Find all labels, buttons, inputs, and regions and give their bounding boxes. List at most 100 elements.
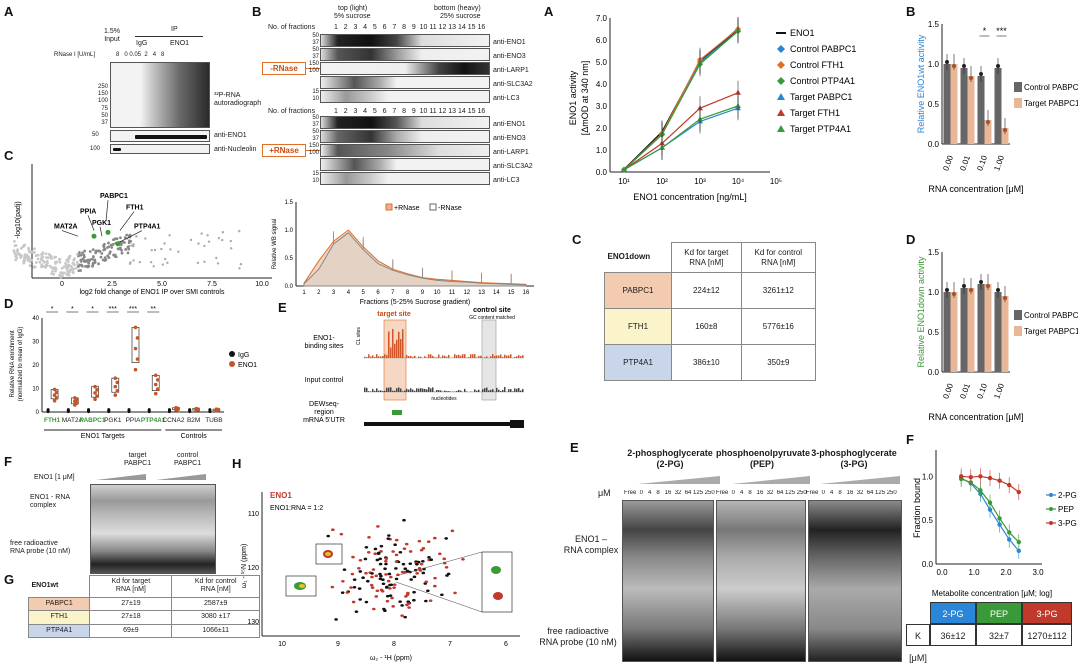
point-eno1	[115, 389, 120, 393]
x-tick-label: MAT2A	[62, 417, 84, 424]
point-igg	[208, 410, 212, 414]
y-tick-label: 0.5	[928, 100, 940, 109]
kd-col-control: Kd for control RNA [nM]	[171, 575, 260, 598]
nmr-peak	[358, 570, 363, 573]
blot-mw: 50	[312, 129, 319, 135]
y-tick-label: 5.0	[596, 58, 608, 67]
nmr-peak	[417, 539, 422, 543]
input-bar	[492, 389, 494, 392]
nmr-peak	[445, 574, 449, 577]
volcano-point	[144, 237, 147, 240]
binding-bar	[426, 357, 428, 358]
ip-bracket	[135, 36, 203, 37]
volcano-point	[127, 239, 131, 243]
nmr-peak	[450, 529, 455, 533]
volcano-point	[88, 250, 92, 253]
volcano-point	[54, 260, 57, 264]
data-point	[979, 72, 983, 76]
binding-bar	[462, 354, 464, 358]
binding-bar	[392, 328, 394, 358]
nmr-peak	[342, 568, 347, 571]
blot-label-lc3: anti-LC3	[493, 177, 520, 184]
series-line-Control PTP4A1	[623, 30, 739, 171]
eno1-conc-label: ENO1 [1 μM]	[34, 474, 75, 481]
kd-row-name: PABPC1	[27, 596, 91, 612]
input-bar	[500, 391, 502, 392]
volcano-point	[91, 248, 95, 252]
x-tick-label: 9	[336, 641, 340, 648]
volcano-point	[132, 244, 135, 248]
binding-bar	[382, 356, 384, 358]
blot-eno1-plus	[320, 116, 490, 129]
blot-larp1-minus	[320, 62, 490, 75]
annotation-leader	[99, 226, 103, 237]
control-site-highlight	[481, 319, 497, 401]
input-bar	[376, 388, 378, 392]
x-tick-label: 3	[332, 290, 336, 296]
volcano-plot: 0 2.5 5.0 7.5 10.0 PABPC1 PPIA PGK1 FTH1 MAT2A PTP…	[12, 164, 272, 296]
binding-bar	[428, 354, 430, 358]
input-bar	[370, 391, 372, 392]
nmr-peak	[444, 537, 448, 540]
volcano-point	[138, 260, 142, 264]
binding-bar	[364, 356, 366, 358]
nmr-peak	[352, 585, 357, 589]
nmr-peak	[424, 599, 428, 603]
nmr-peak	[394, 567, 398, 570]
volcano-point	[169, 248, 172, 251]
binding-bar	[396, 339, 398, 358]
point-eno1	[93, 384, 97, 389]
volcano-point	[109, 243, 113, 247]
binding-bar	[366, 357, 368, 358]
rnase-label: RNase I [U/mL]	[54, 52, 96, 58]
legend-label: ENO1	[790, 28, 815, 38]
gel-band-icon	[135, 135, 207, 139]
nmr-peak	[357, 567, 361, 570]
legend-swatch	[777, 77, 785, 85]
volcano-point	[68, 254, 72, 258]
nmr-peak	[384, 586, 389, 589]
volcano-point	[79, 253, 83, 257]
nmr-peak	[389, 583, 394, 587]
point-igg	[66, 410, 70, 414]
y-tick-label: 0.5	[922, 516, 934, 525]
bar-control	[943, 292, 951, 372]
x-tick-label: 2.0	[1000, 568, 1012, 577]
volcano-point	[65, 264, 69, 267]
volcano-point	[123, 236, 127, 240]
plus-rnase-label: +RNase	[262, 144, 306, 157]
legend-label: Control FTH1	[790, 60, 844, 70]
legend-label: PEP	[1058, 505, 1074, 514]
kd-row-name: FTH1	[603, 308, 673, 345]
input-bar	[496, 387, 498, 392]
volcano-point	[106, 246, 110, 249]
volcano-point	[62, 271, 66, 275]
x-tick-label: PTP4A1	[141, 417, 166, 424]
volcano-point	[100, 252, 104, 255]
volcano-point	[97, 262, 100, 266]
input-bar	[478, 389, 480, 392]
nmr-ratio-label: ENO1:RNA = 1:2	[270, 505, 323, 512]
volcano-point	[67, 273, 71, 277]
legend-label: Control PABPC1	[790, 44, 856, 54]
y-axis-label: [ΔmOD at 340 nm]	[580, 61, 590, 136]
volcano-point	[126, 251, 130, 255]
legend-igg: IgG	[238, 352, 249, 359]
nmr-peak	[370, 586, 375, 589]
nmr-peak	[376, 525, 380, 528]
point-eno1	[153, 382, 158, 387]
k-val-pep: 32±7	[976, 624, 1022, 646]
binding-bar	[374, 356, 376, 358]
input-bar	[426, 389, 428, 392]
volcano-point	[93, 258, 97, 262]
mw-50-mid: 50	[92, 132, 99, 138]
binding-bar	[418, 356, 420, 358]
volcano-point	[33, 250, 36, 254]
kd-table-eno1wt: ENO1wt Kd for target RNA [nM] Kd for con…	[27, 575, 260, 638]
gel-title-pep: phosphoenolpyruvate (PEP)	[716, 448, 811, 469]
blot-mw: 37	[312, 136, 319, 142]
bar-control	[960, 288, 968, 372]
panel-label-h-left: H	[232, 456, 242, 471]
series-area--RNase	[303, 232, 527, 287]
kd-row-target: 27±18	[89, 610, 173, 625]
